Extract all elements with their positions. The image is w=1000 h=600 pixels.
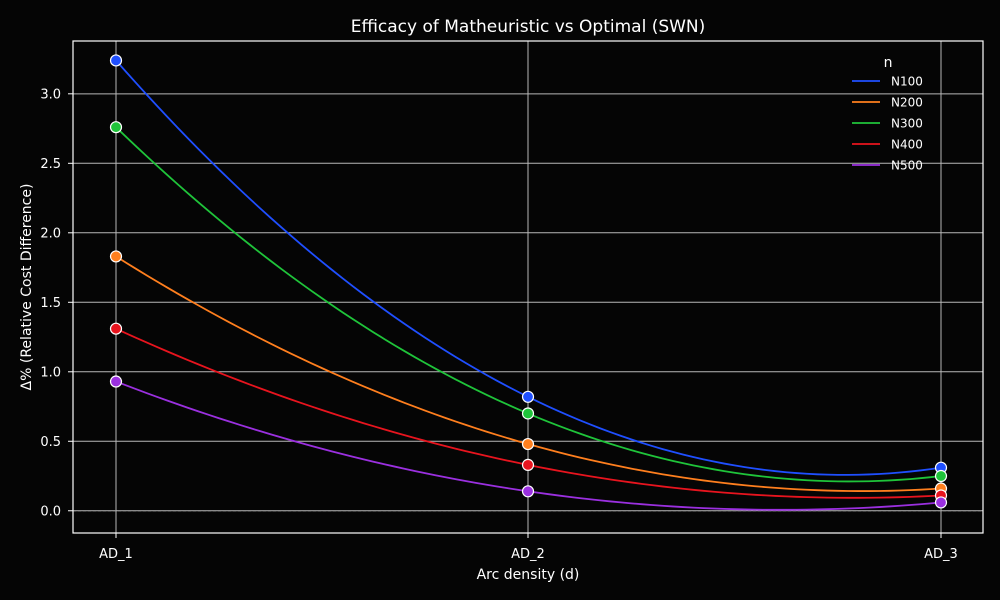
x-tick-label: AD_3 xyxy=(924,547,958,562)
legend-label: N100 xyxy=(891,75,923,89)
legend: n N100 N200 N300 N400 N500 xyxy=(852,55,923,173)
data-point-n500 xyxy=(521,485,535,498)
y-tick-label: 3.0 xyxy=(40,87,61,102)
legend-label: N300 xyxy=(891,117,923,131)
data-point-n400 xyxy=(521,458,535,471)
legend-title: n xyxy=(884,55,893,71)
y-axis-label: Δ% (Relative Cost Difference) xyxy=(19,184,35,391)
data-point-n300 xyxy=(109,121,123,134)
legend-label: N400 xyxy=(891,138,923,152)
data-point-n500 xyxy=(109,375,123,388)
x-tick-label: AD_1 xyxy=(99,547,133,562)
y-tick-label: 1.5 xyxy=(40,296,61,311)
x-tick-label: AD_2 xyxy=(511,547,545,562)
data-point-n200 xyxy=(521,437,535,451)
tick-labels: 0.0 0.5 1.0 1.5 2.0 2.5 3.0 AD_1 AD_2 AD_3 xyxy=(40,87,958,562)
y-tick-label: 0.5 xyxy=(40,435,61,450)
legend-label: N200 xyxy=(891,96,923,110)
data-points xyxy=(109,54,948,509)
y-tick-label: 2.0 xyxy=(40,226,61,241)
data-point-n100 xyxy=(109,54,123,67)
chart-title: Efficacy of Matheuristic vs Optimal (SWN… xyxy=(351,17,706,37)
data-point-n500 xyxy=(934,496,948,509)
grid-lines xyxy=(73,41,983,533)
x-axis-label: Arc density (d) xyxy=(477,567,580,583)
legend-label: N500 xyxy=(891,159,923,173)
data-point-n200 xyxy=(109,250,123,263)
data-point-n300 xyxy=(934,469,948,483)
y-tick-label: 1.0 xyxy=(40,365,61,380)
y-tick-label: 0.0 xyxy=(40,504,61,519)
data-point-n100 xyxy=(521,390,535,403)
data-point-n300 xyxy=(521,407,535,420)
y-tick-label: 2.5 xyxy=(40,157,61,172)
data-point-n400 xyxy=(109,322,123,335)
